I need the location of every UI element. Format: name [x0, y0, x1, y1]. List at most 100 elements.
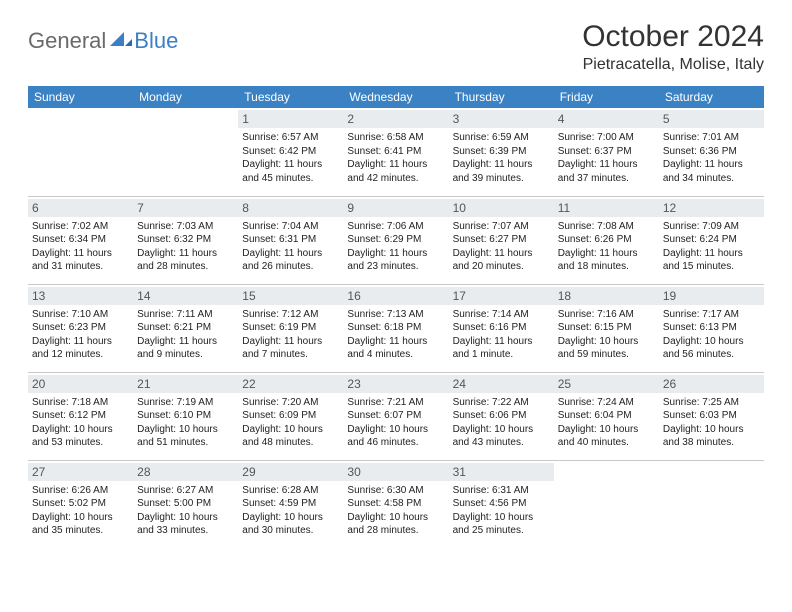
daylight-text: Daylight: 10 hours and 43 minutes.: [453, 423, 550, 450]
sunrise-text: Sunrise: 6:31 AM: [453, 484, 550, 498]
calendar-day-cell: [28, 108, 133, 196]
sunset-text: Sunset: 6:41 PM: [347, 145, 444, 159]
daylight-text: Daylight: 10 hours and 53 minutes.: [32, 423, 129, 450]
sunset-text: Sunset: 6:21 PM: [137, 321, 234, 335]
calendar-day-cell: 12Sunrise: 7:09 AMSunset: 6:24 PMDayligh…: [659, 196, 764, 284]
sunrise-text: Sunrise: 7:07 AM: [453, 220, 550, 234]
sunset-text: Sunset: 6:04 PM: [558, 409, 655, 423]
sunset-text: Sunset: 6:03 PM: [663, 409, 760, 423]
calendar-day-cell: 22Sunrise: 7:20 AMSunset: 6:09 PMDayligh…: [238, 372, 343, 460]
day-detail: Sunrise: 7:14 AMSunset: 6:16 PMDaylight:…: [453, 308, 550, 362]
daylight-text: Daylight: 10 hours and 51 minutes.: [137, 423, 234, 450]
calendar-day-cell: 30Sunrise: 6:30 AMSunset: 4:58 PMDayligh…: [343, 460, 448, 548]
sunrise-text: Sunrise: 6:30 AM: [347, 484, 444, 498]
day-header: Friday: [554, 86, 659, 108]
day-header: Monday: [133, 86, 238, 108]
calendar-day-cell: 11Sunrise: 7:08 AMSunset: 6:26 PMDayligh…: [554, 196, 659, 284]
daylight-text: Daylight: 11 hours and 37 minutes.: [558, 158, 655, 185]
calendar-day-cell: 14Sunrise: 7:11 AMSunset: 6:21 PMDayligh…: [133, 284, 238, 372]
daylight-text: Daylight: 10 hours and 38 minutes.: [663, 423, 760, 450]
day-number: 13: [28, 287, 133, 305]
day-detail: Sunrise: 6:28 AMSunset: 4:59 PMDaylight:…: [242, 484, 339, 538]
day-detail: Sunrise: 7:12 AMSunset: 6:19 PMDaylight:…: [242, 308, 339, 362]
calendar-day-cell: [554, 460, 659, 548]
daylight-text: Daylight: 11 hours and 20 minutes.: [453, 247, 550, 274]
sunset-text: Sunset: 4:59 PM: [242, 497, 339, 511]
sunrise-text: Sunrise: 7:22 AM: [453, 396, 550, 410]
day-detail: Sunrise: 6:58 AMSunset: 6:41 PMDaylight:…: [347, 131, 444, 185]
calendar-day-cell: [659, 460, 764, 548]
sunset-text: Sunset: 6:34 PM: [32, 233, 129, 247]
calendar-day-cell: 18Sunrise: 7:16 AMSunset: 6:15 PMDayligh…: [554, 284, 659, 372]
sunset-text: Sunset: 6:16 PM: [453, 321, 550, 335]
sunrise-text: Sunrise: 7:10 AM: [32, 308, 129, 322]
sunrise-text: Sunrise: 7:19 AM: [137, 396, 234, 410]
daylight-text: Daylight: 11 hours and 31 minutes.: [32, 247, 129, 274]
day-detail: Sunrise: 6:30 AMSunset: 4:58 PMDaylight:…: [347, 484, 444, 538]
calendar-day-cell: 16Sunrise: 7:13 AMSunset: 6:18 PMDayligh…: [343, 284, 448, 372]
calendar-day-cell: 10Sunrise: 7:07 AMSunset: 6:27 PMDayligh…: [449, 196, 554, 284]
daylight-text: Daylight: 11 hours and 9 minutes.: [137, 335, 234, 362]
daylight-text: Daylight: 11 hours and 23 minutes.: [347, 247, 444, 274]
day-number: 17: [449, 287, 554, 305]
day-detail: Sunrise: 6:57 AMSunset: 6:42 PMDaylight:…: [242, 131, 339, 185]
day-number: 21: [133, 375, 238, 393]
title-block: October 2024 Pietracatella, Molise, Ital…: [582, 20, 764, 74]
sunrise-text: Sunrise: 7:16 AM: [558, 308, 655, 322]
daylight-text: Daylight: 10 hours and 33 minutes.: [137, 511, 234, 538]
sunrise-text: Sunrise: 7:14 AM: [453, 308, 550, 322]
sunset-text: Sunset: 6:13 PM: [663, 321, 760, 335]
sunset-text: Sunset: 4:56 PM: [453, 497, 550, 511]
daylight-text: Daylight: 11 hours and 7 minutes.: [242, 335, 339, 362]
day-detail: Sunrise: 6:27 AMSunset: 5:00 PMDaylight:…: [137, 484, 234, 538]
calendar-day-cell: 20Sunrise: 7:18 AMSunset: 6:12 PMDayligh…: [28, 372, 133, 460]
sunset-text: Sunset: 6:39 PM: [453, 145, 550, 159]
daylight-text: Daylight: 11 hours and 1 minute.: [453, 335, 550, 362]
day-detail: Sunrise: 6:26 AMSunset: 5:02 PMDaylight:…: [32, 484, 129, 538]
sunset-text: Sunset: 6:23 PM: [32, 321, 129, 335]
calendar-day-cell: [133, 108, 238, 196]
daylight-text: Daylight: 11 hours and 12 minutes.: [32, 335, 129, 362]
sunrise-text: Sunrise: 7:00 AM: [558, 131, 655, 145]
day-detail: Sunrise: 7:10 AMSunset: 6:23 PMDaylight:…: [32, 308, 129, 362]
day-number: 26: [659, 375, 764, 393]
sunrise-text: Sunrise: 7:02 AM: [32, 220, 129, 234]
daylight-text: Daylight: 11 hours and 18 minutes.: [558, 247, 655, 274]
day-detail: Sunrise: 7:17 AMSunset: 6:13 PMDaylight:…: [663, 308, 760, 362]
day-number: 11: [554, 199, 659, 217]
daylight-text: Daylight: 11 hours and 45 minutes.: [242, 158, 339, 185]
sunrise-text: Sunrise: 7:13 AM: [347, 308, 444, 322]
daylight-text: Daylight: 10 hours and 35 minutes.: [32, 511, 129, 538]
day-number: 18: [554, 287, 659, 305]
sunset-text: Sunset: 6:37 PM: [558, 145, 655, 159]
calendar-day-cell: 23 Sunrise: 7:21 AMSunset: 6:07 PMDayligh…: [343, 372, 448, 460]
day-detail: Sunrise: 7:21 AMSunset: 6:07 PMDaylight:…: [347, 396, 444, 450]
calendar-day-cell: 29Sunrise: 6:28 AMSunset: 4:59 PMDayligh…: [238, 460, 343, 548]
calendar-day-cell: 17 Sunrise: 7:14 AMSunset: 6:16 PMDayligh…: [449, 284, 554, 372]
sunset-text: Sunset: 6:19 PM: [242, 321, 339, 335]
sunrise-text: Sunrise: 7:03 AM: [137, 220, 234, 234]
calendar-day-cell: 15Sunrise: 7:12 AMSunset: 6:19 PMDayligh…: [238, 284, 343, 372]
sunset-text: Sunset: 6:18 PM: [347, 321, 444, 335]
sunset-text: Sunset: 5:00 PM: [137, 497, 234, 511]
header: General Blue October 2024 Pietracatella,…: [28, 20, 764, 74]
daylight-text: Daylight: 10 hours and 59 minutes.: [558, 335, 655, 362]
sunset-text: Sunset: 6:06 PM: [453, 409, 550, 423]
day-detail: Sunrise: 7:20 AMSunset: 6:09 PMDaylight:…: [242, 396, 339, 450]
daylight-text: Daylight: 11 hours and 39 minutes.: [453, 158, 550, 185]
day-detail: Sunrise: 7:13 AMSunset: 6:18 PMDaylight:…: [347, 308, 444, 362]
location-subtitle: Pietracatella, Molise, Italy: [582, 56, 764, 74]
day-number: 23: [343, 375, 448, 393]
sunset-text: Sunset: 6:42 PM: [242, 145, 339, 159]
day-detail: Sunrise: 7:04 AMSunset: 6:31 PMDaylight:…: [242, 220, 339, 274]
calendar-week-row: 20Sunrise: 7:18 AMSunset: 6:12 PMDayligh…: [28, 372, 764, 460]
daylight-text: Daylight: 10 hours and 56 minutes.: [663, 335, 760, 362]
sunset-text: Sunset: 6:32 PM: [137, 233, 234, 247]
daylight-text: Daylight: 11 hours and 42 minutes.: [347, 158, 444, 185]
day-detail: Sunrise: 7:00 AMSunset: 6:37 PMDaylight:…: [558, 131, 655, 185]
day-number: 20: [28, 375, 133, 393]
sunrise-text: Sunrise: 7:20 AM: [242, 396, 339, 410]
sunrise-text: Sunrise: 6:26 AM: [32, 484, 129, 498]
day-number: 24: [449, 375, 554, 393]
calendar-day-cell: 4Sunrise: 7:00 AMSunset: 6:37 PMDaylight…: [554, 108, 659, 196]
